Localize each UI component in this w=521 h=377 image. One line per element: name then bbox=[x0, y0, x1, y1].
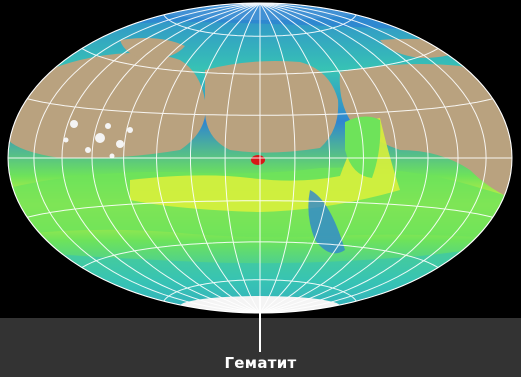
parallel-line bbox=[81, 241, 439, 269]
parallel-line bbox=[27, 200, 493, 218]
mineral-layer bbox=[8, 3, 512, 313]
parallel-line bbox=[27, 98, 493, 116]
graticule bbox=[8, 3, 512, 313]
annotation-leader-line bbox=[259, 296, 261, 352]
hematite-label: Гематит bbox=[224, 354, 297, 372]
parallel-line bbox=[163, 14, 357, 37]
parallel-line bbox=[81, 47, 439, 75]
hematite-site-marker bbox=[251, 155, 265, 165]
tharsis-bright-spots bbox=[63, 120, 133, 159]
dust-continent-central bbox=[205, 61, 339, 153]
parallel-line bbox=[163, 279, 357, 302]
